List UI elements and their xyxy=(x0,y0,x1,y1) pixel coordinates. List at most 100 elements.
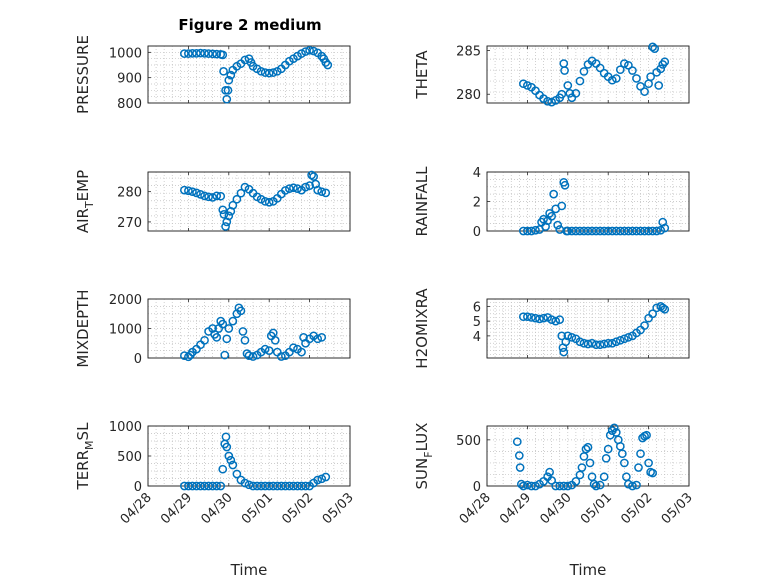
plot-area xyxy=(486,45,690,104)
subplot-6: 456 H2OMIXRA xyxy=(413,288,690,369)
data-point xyxy=(527,313,536,322)
data-point xyxy=(222,334,232,344)
data-point xyxy=(579,226,589,236)
data-point xyxy=(305,181,314,190)
data-point xyxy=(285,184,294,193)
data-point xyxy=(571,226,581,236)
data-point xyxy=(575,337,585,347)
data-point xyxy=(603,338,613,348)
x-tick-label: 05/01 xyxy=(239,490,276,527)
data-point xyxy=(192,481,201,491)
data-point xyxy=(293,184,302,193)
data-point xyxy=(624,60,633,70)
axes-frame xyxy=(147,45,351,104)
data-point xyxy=(272,481,282,491)
data-point xyxy=(289,183,298,193)
x-axis-label: Time xyxy=(230,561,268,579)
data-point xyxy=(646,72,655,82)
data-point xyxy=(527,226,536,236)
data-point xyxy=(583,442,593,452)
data-point xyxy=(232,469,242,479)
data-point xyxy=(547,211,556,221)
data-point xyxy=(519,481,528,491)
data-point xyxy=(640,226,649,236)
data-point xyxy=(519,312,528,322)
data-point xyxy=(223,85,233,95)
data-point xyxy=(212,191,222,201)
data-point xyxy=(309,172,318,181)
data-point xyxy=(559,481,569,491)
data-point xyxy=(204,481,213,491)
data-point xyxy=(236,306,246,316)
x-tick-label: 04/29 xyxy=(158,490,195,527)
y-axis-label: PRESSURE xyxy=(74,35,92,114)
data-point xyxy=(264,197,274,207)
data-point xyxy=(575,226,585,236)
data-point xyxy=(636,449,645,459)
data-point xyxy=(632,480,641,490)
data-point xyxy=(216,191,226,201)
x-tick-label: 04/30 xyxy=(538,490,575,527)
data-point xyxy=(654,81,664,90)
y-tick-label: 900 xyxy=(117,72,142,87)
data-point xyxy=(184,49,193,58)
data-point xyxy=(307,170,316,180)
data-point xyxy=(567,333,577,342)
x-tick-label: 05/01 xyxy=(578,490,615,527)
data-point xyxy=(224,451,234,461)
x-tick-label: 05/02 xyxy=(279,490,316,527)
data-point xyxy=(218,464,228,474)
axes-frame xyxy=(486,45,690,104)
data-point xyxy=(595,480,605,490)
data-point xyxy=(660,57,670,67)
data-point xyxy=(321,58,331,67)
data-point xyxy=(656,64,666,74)
axes-frame xyxy=(486,425,690,487)
data-point xyxy=(523,480,532,490)
data-point xyxy=(551,316,561,326)
data-point xyxy=(212,333,222,342)
y-tick-label: 500 xyxy=(456,434,481,449)
data-point xyxy=(563,226,573,236)
data-point xyxy=(228,316,238,326)
data-point xyxy=(184,186,193,196)
data-point xyxy=(648,42,657,52)
y-axis-label: MIXDEPTH xyxy=(74,289,92,367)
data-point xyxy=(628,66,637,75)
data-point xyxy=(581,444,591,454)
data-point xyxy=(184,481,193,491)
data-point xyxy=(313,334,323,344)
data-point xyxy=(204,49,213,58)
data-point xyxy=(557,89,567,99)
subplot-1: 800 900 1000 PRESSURE xyxy=(74,35,351,114)
data-point xyxy=(523,81,532,90)
data-point xyxy=(222,94,232,104)
data-point xyxy=(648,468,657,478)
data-point xyxy=(268,68,278,77)
y-axis-label: SUNFLUX xyxy=(413,423,435,490)
data-point xyxy=(244,351,254,360)
data-point xyxy=(293,481,302,491)
axes-frame xyxy=(486,298,690,359)
data-point xyxy=(557,331,567,341)
data-point xyxy=(559,347,569,357)
data-point xyxy=(212,481,222,491)
data-point xyxy=(634,463,643,472)
data-point xyxy=(587,338,597,348)
data-point xyxy=(591,340,601,350)
data-point xyxy=(309,46,318,56)
data-point xyxy=(321,188,331,198)
data-point xyxy=(516,479,526,489)
data-point xyxy=(289,343,298,353)
y-tick-label: 800 xyxy=(117,97,142,112)
x-tick-label: 05/03 xyxy=(659,490,696,527)
data-point xyxy=(219,66,228,76)
y-tick-label: 0 xyxy=(134,352,142,367)
x-tick-label: 04/28 xyxy=(118,490,155,527)
y-tick-label: 0 xyxy=(473,225,481,240)
data-point xyxy=(611,74,621,83)
data-point xyxy=(563,331,573,341)
data-point xyxy=(599,339,609,349)
data-point xyxy=(628,481,637,491)
